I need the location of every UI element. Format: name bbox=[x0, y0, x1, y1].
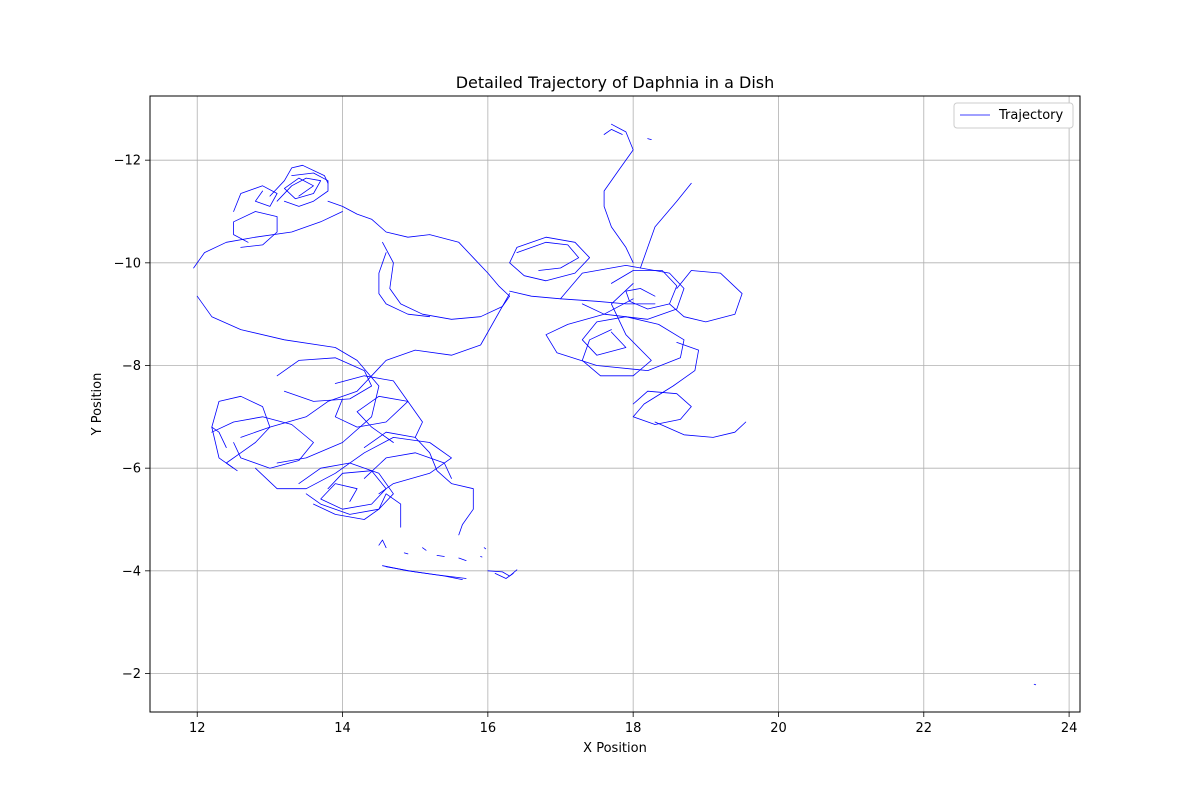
y-tick-label: −4 bbox=[122, 564, 141, 579]
trajectory-segment bbox=[560, 264, 685, 320]
x-tick-label: 16 bbox=[480, 721, 497, 736]
trajectory-segment bbox=[320, 470, 387, 510]
trajectory-segment bbox=[196, 295, 380, 464]
trajectory-segment bbox=[603, 123, 634, 264]
x-tick-label: 12 bbox=[189, 721, 206, 736]
x-tick-label: 18 bbox=[625, 721, 642, 736]
trajectory-segment bbox=[422, 547, 427, 551]
trajectory-segment bbox=[654, 421, 747, 438]
y-axis-title: Y Position bbox=[90, 373, 105, 437]
chart-title: Detailed Trajectory of Daphnia in a Dish bbox=[456, 73, 775, 92]
trajectory-segment bbox=[545, 298, 685, 372]
x-tick-label: 22 bbox=[916, 721, 933, 736]
trajectory-segment bbox=[211, 426, 238, 472]
trajectory-segment bbox=[403, 552, 409, 555]
trajectory-segment bbox=[509, 236, 590, 282]
trajectory-segment bbox=[211, 395, 271, 469]
plot-frame bbox=[149, 95, 1081, 713]
trajectory-segment bbox=[233, 211, 278, 248]
y-tick-label: −2 bbox=[122, 667, 141, 682]
trajectory-segment bbox=[483, 547, 487, 550]
trajectory-segment bbox=[276, 357, 373, 402]
trajectory-segment bbox=[363, 452, 452, 479]
trajectory-segment bbox=[334, 375, 409, 428]
trajectory-series bbox=[193, 123, 1037, 686]
trajectory-segment bbox=[480, 556, 483, 558]
trajectory-segment bbox=[193, 211, 343, 269]
trajectory-segment bbox=[269, 164, 329, 197]
trajectory-segment bbox=[298, 462, 394, 515]
y-tick-label: −10 bbox=[114, 256, 141, 271]
y-tick-label: −12 bbox=[114, 154, 141, 169]
trajectory-segment bbox=[509, 290, 656, 305]
y-tick-label: −6 bbox=[122, 462, 141, 477]
x-tick-label: 24 bbox=[1061, 721, 1078, 736]
legend-box bbox=[953, 102, 1074, 129]
trajectory-segment bbox=[581, 282, 652, 377]
trajectory-segment bbox=[494, 573, 514, 579]
plot-area bbox=[150, 96, 1080, 712]
legend-label: Trajectory bbox=[998, 108, 1063, 123]
trajectory-segment bbox=[611, 270, 678, 310]
trajectory-segment bbox=[385, 566, 463, 580]
trajectory-segment bbox=[516, 241, 580, 271]
x-axis-title: X Position bbox=[583, 741, 647, 756]
trajectory-segment bbox=[378, 539, 387, 549]
trajectory-segment bbox=[363, 431, 474, 536]
grid bbox=[150, 96, 1080, 712]
trajectory-segment bbox=[356, 395, 423, 443]
trajectory-segment bbox=[640, 182, 692, 269]
trajectory-segment bbox=[254, 436, 452, 495]
axis-ticks: 12 14 16 18 20 22 24 −12 −10 −8 −6 −4 −2 bbox=[114, 154, 1078, 736]
trajectory-segment bbox=[378, 252, 431, 318]
y-tick-label: −8 bbox=[122, 359, 141, 374]
trajectory-segment bbox=[487, 569, 518, 577]
x-tick-label: 14 bbox=[334, 721, 351, 736]
x-tick-label: 20 bbox=[770, 721, 787, 736]
trajectory-segment bbox=[458, 557, 467, 561]
trajectory-segment bbox=[1033, 683, 1037, 686]
trajectory-segment bbox=[240, 293, 511, 438]
trajectory-segment bbox=[276, 177, 322, 202]
trajectory-segment bbox=[603, 128, 623, 135]
trajectory-segment bbox=[382, 241, 511, 320]
trajectory-segment bbox=[211, 416, 314, 469]
trajectory-segment bbox=[669, 270, 743, 323]
trajectory-segment bbox=[327, 200, 511, 297]
legend: Trajectory bbox=[953, 102, 1074, 129]
trajectory-segment bbox=[313, 493, 402, 528]
trajectory-segment bbox=[647, 138, 652, 141]
trajectory-segment bbox=[233, 185, 278, 212]
trajectory-segment bbox=[632, 341, 699, 425]
trajectory-segment bbox=[283, 172, 329, 207]
trajectory-segment bbox=[436, 555, 445, 557]
